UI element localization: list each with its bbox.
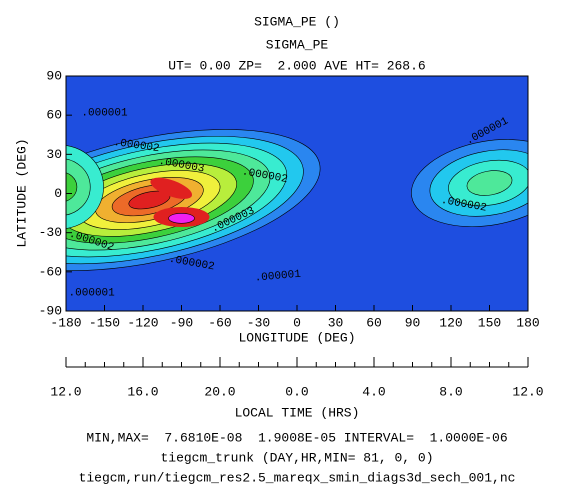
local-time-tick-label: 16.0: [127, 384, 158, 399]
contour-band: [168, 213, 195, 224]
x-tick-label: -60: [208, 315, 231, 330]
chart-subtitle: SIGMA_PE: [266, 37, 329, 52]
y-tick-label: -30: [39, 225, 62, 240]
contour-label: .000001: [81, 107, 128, 119]
contour-band: [466, 170, 513, 196]
local-time-tick-label: 12.0: [512, 384, 543, 399]
local-time-tick-label: 20.0: [204, 384, 235, 399]
footer-line: tiegcm_trunk (DAY,HR,MIN= 81, 0, 0): [160, 450, 433, 465]
x-tick-label: 180: [516, 315, 539, 330]
y-tick-label: 60: [46, 108, 62, 123]
x-tick-label: -150: [89, 315, 120, 330]
contour-band: [66, 158, 91, 216]
y-axis-label: LATITUDE (DEG): [14, 138, 29, 247]
chart-header: UT= 0.00 ZP= 2.000 AVE HT= 268.6: [168, 58, 425, 73]
x-tick-label: 90: [405, 315, 421, 330]
x-tick-label: -180: [50, 315, 81, 330]
local-time-tick-label: 8.0: [439, 384, 462, 399]
x-tick-label: 30: [328, 315, 344, 330]
contour-label: .000001: [69, 288, 116, 300]
contour-band: [150, 177, 193, 199]
y-tick-label: -90: [39, 303, 62, 318]
x-tick-label: -30: [247, 315, 270, 330]
x-tick-label: 150: [478, 315, 501, 330]
local-time-label: LOCAL TIME (HRS): [235, 405, 360, 420]
y-tick-label: 30: [46, 147, 62, 162]
x-tick-label: 0: [293, 315, 301, 330]
y-tick-label: 90: [46, 68, 62, 83]
y-tick-label: 0: [54, 186, 62, 201]
chart-title: SIGMA_PE (): [254, 14, 340, 29]
contour-field: [66, 129, 528, 271]
x-tick-label: 120: [439, 315, 462, 330]
footer-line: MIN,MAX= 7.6810E-08 1.9008E-05 INTERVAL=…: [86, 430, 507, 445]
contour-band: [66, 172, 78, 202]
x-tick-label: -90: [170, 315, 193, 330]
local-time-tick-label: 4.0: [362, 384, 385, 399]
x-tick-label: -120: [127, 315, 158, 330]
x-axis-label: LONGITUDE (DEG): [238, 330, 355, 345]
y-tick-label: -60: [39, 264, 62, 279]
contour-label: .000001: [254, 269, 301, 285]
local-time-tick-label: 0.0: [285, 384, 308, 399]
x-tick-label: 60: [366, 315, 382, 330]
local-time-tick-label: 12.0: [50, 384, 81, 399]
footer-line: tiegcm,run/tiegcm_res2.5_mareqx_smin_dia…: [79, 470, 516, 485]
